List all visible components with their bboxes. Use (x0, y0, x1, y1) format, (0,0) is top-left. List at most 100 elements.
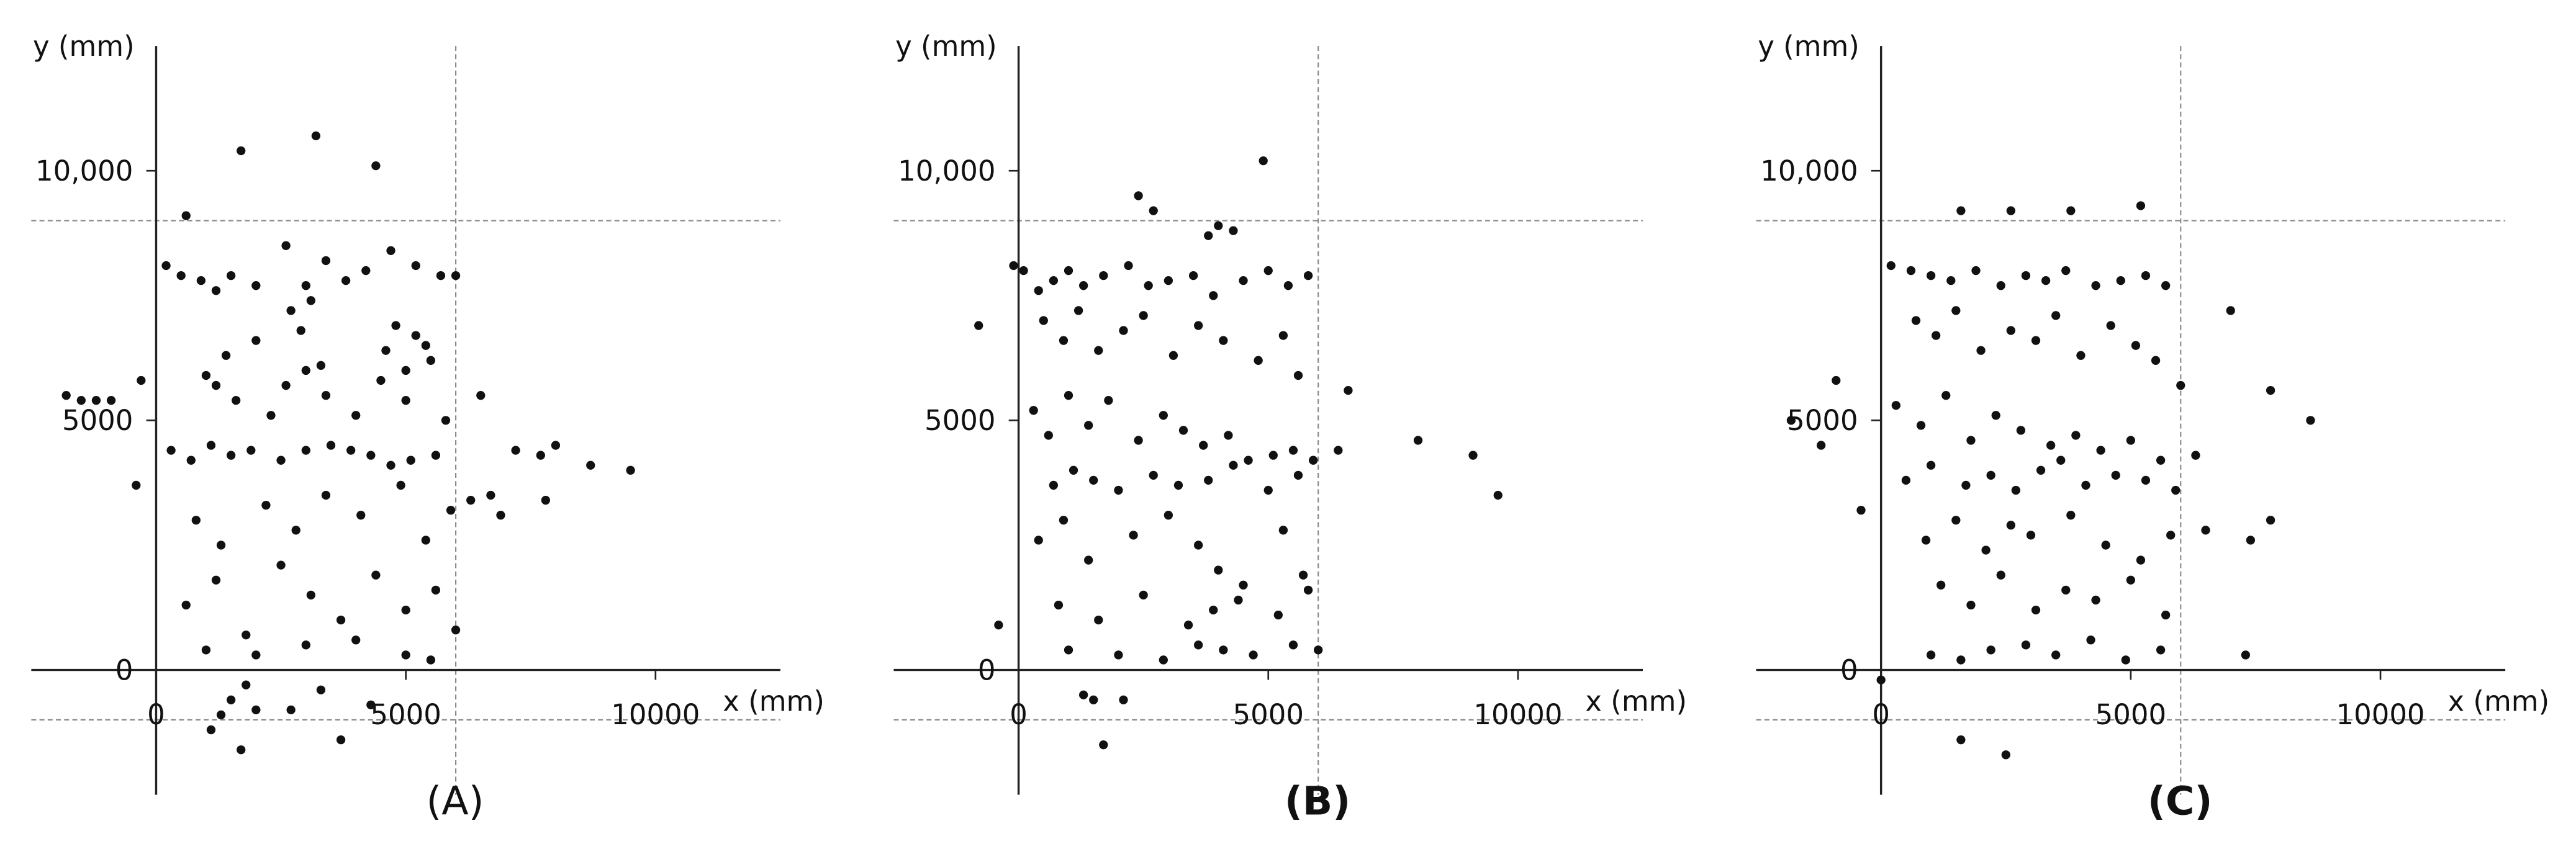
point (132, 480, 141, 490)
point (466, 495, 476, 505)
point (1303, 585, 1313, 595)
point (281, 380, 291, 390)
point (276, 456, 286, 465)
point (1193, 321, 1203, 330)
point (216, 541, 226, 550)
point (1168, 351, 1178, 360)
point (2036, 465, 2046, 475)
point (2136, 201, 2146, 210)
point (1124, 261, 1133, 271)
point (2006, 521, 2015, 530)
point (1119, 326, 1128, 335)
point (1961, 480, 1971, 490)
y-tick-label: 0 (1840, 653, 1858, 686)
point (586, 460, 595, 470)
point (441, 416, 451, 425)
point (1078, 281, 1088, 290)
point (2096, 446, 2105, 455)
point (1278, 526, 1288, 535)
point (1298, 570, 1308, 580)
point (436, 271, 446, 281)
point (1259, 156, 1268, 166)
point (1059, 336, 1069, 345)
point (1099, 271, 1108, 281)
point (2191, 451, 2200, 460)
point (1278, 331, 1288, 340)
point (2006, 206, 2015, 215)
point (381, 346, 391, 355)
point (251, 705, 261, 715)
point (476, 390, 486, 400)
point (1901, 475, 1911, 485)
point (396, 480, 405, 490)
point (2201, 526, 2210, 535)
point (1019, 266, 1028, 276)
point (1971, 266, 1981, 276)
point (161, 261, 171, 271)
point (251, 281, 261, 290)
point (2116, 276, 2125, 285)
point (1029, 406, 1038, 415)
point (451, 626, 461, 635)
point (1239, 580, 1248, 590)
y-tick-label: 10,000 (35, 155, 133, 187)
point (626, 465, 635, 475)
point (1856, 505, 1866, 515)
point (351, 635, 361, 645)
point (2151, 356, 2161, 365)
point (1956, 655, 1966, 665)
point (1966, 436, 1976, 445)
point (1268, 451, 1278, 460)
x-axis-label: x (mm) (1585, 685, 1687, 718)
point (196, 276, 206, 285)
point (1034, 286, 1043, 295)
point (296, 326, 305, 335)
point (2176, 380, 2185, 390)
point (336, 615, 346, 625)
point (181, 600, 191, 610)
point (2056, 456, 2066, 465)
point (1178, 426, 1188, 435)
point (2166, 531, 2176, 540)
x-tick-label: 5000 (2095, 698, 2166, 731)
point (2081, 480, 2090, 490)
point (2156, 456, 2166, 465)
point (2121, 655, 2130, 665)
x-tick-label: 10000 (2336, 698, 2425, 731)
point (2021, 271, 2031, 281)
point (1876, 675, 1886, 685)
point (536, 451, 545, 460)
y-tick-label: 10,000 (898, 155, 995, 187)
point (1159, 655, 1168, 665)
point (206, 441, 216, 450)
point (2046, 441, 2056, 450)
point (2086, 635, 2095, 645)
point (1219, 645, 1228, 655)
point (1183, 620, 1193, 630)
point (61, 390, 71, 400)
point (341, 276, 351, 285)
x-tick-label: 0 (1872, 698, 1890, 731)
point (2126, 575, 2135, 585)
point (301, 281, 310, 290)
point (401, 650, 410, 660)
point (1906, 266, 1916, 276)
point (2101, 541, 2110, 550)
point (291, 526, 301, 535)
point (1926, 650, 1936, 660)
point (994, 620, 1003, 630)
point (426, 356, 436, 365)
point (1204, 475, 1213, 485)
point (1951, 306, 1961, 315)
point (1193, 640, 1203, 650)
point (1084, 555, 1093, 565)
point (2171, 485, 2181, 495)
point (1946, 276, 1956, 285)
point (321, 490, 331, 500)
point (301, 446, 310, 455)
point (426, 655, 436, 665)
point (2141, 475, 2151, 485)
x-tick-label: 10000 (1473, 698, 1562, 731)
point (321, 256, 331, 266)
